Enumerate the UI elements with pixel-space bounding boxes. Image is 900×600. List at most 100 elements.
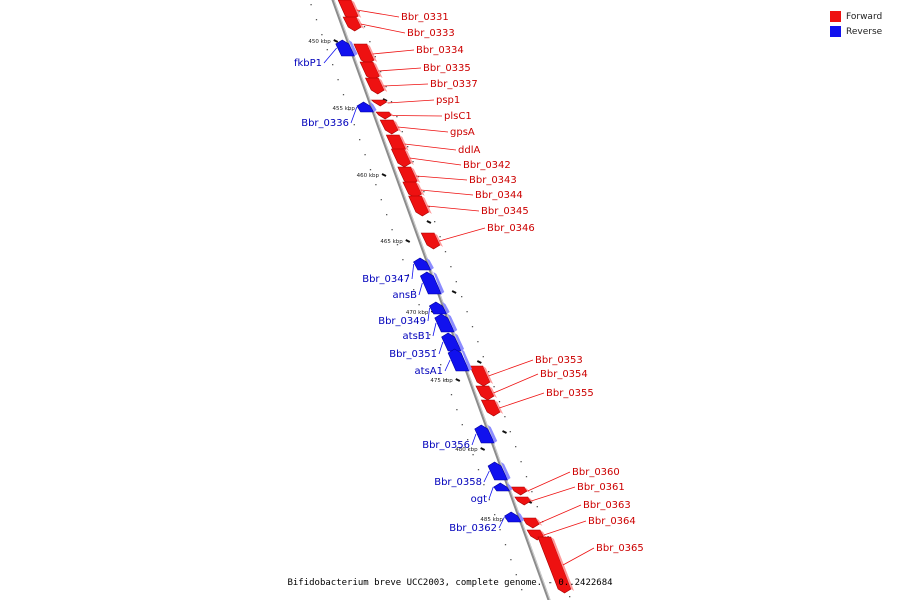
gene-arrow[interactable] xyxy=(480,399,501,417)
gene-arrow[interactable] xyxy=(356,101,375,113)
gene-label[interactable]: Bbr_0337 xyxy=(430,79,478,90)
gene-bbr_0345[interactable]: Bbr_0345 xyxy=(408,195,529,217)
gene-label[interactable]: Bbr_0360 xyxy=(572,467,620,478)
gene-bbr_0362[interactable]: Bbr_0362 xyxy=(449,511,525,534)
gene-arrow[interactable] xyxy=(379,119,399,135)
gene-arrow[interactable] xyxy=(390,148,412,168)
guide-dot xyxy=(337,79,339,81)
gene-bbr_0355[interactable]: Bbr_0355 xyxy=(480,388,594,417)
gene-bbr_0342[interactable]: Bbr_0342 xyxy=(390,148,511,171)
gene-bbr_0346[interactable]: Bbr_0346 xyxy=(420,223,535,250)
gene-bbr_0360[interactable]: Bbr_0360 xyxy=(510,467,620,496)
gene-arrow[interactable] xyxy=(359,61,380,81)
gene-label[interactable]: Bbr_0331 xyxy=(401,12,449,23)
gene-arrow[interactable] xyxy=(413,257,432,271)
gene-label[interactable]: Bbr_0358 xyxy=(434,477,482,488)
gene-label[interactable]: Bbr_0365 xyxy=(596,543,644,554)
gene-arrow[interactable] xyxy=(335,39,356,57)
gene-bbr_0364[interactable]: Bbr_0364 xyxy=(526,516,636,541)
guide-dot xyxy=(412,161,414,163)
gene-bbr_0343[interactable]: Bbr_0343 xyxy=(397,166,517,186)
gene-label[interactable]: fkbP1 xyxy=(294,58,322,69)
gene-arrow[interactable] xyxy=(408,195,430,217)
gene-bbr_0358[interactable]: Bbr_0358 xyxy=(434,461,511,488)
gene-arrow[interactable] xyxy=(504,511,522,523)
gene-bbr_0365[interactable]: Bbr_0365 xyxy=(537,536,644,594)
gene-psp1[interactable]: psp1 xyxy=(370,95,461,107)
gene-bbr_0363[interactable]: Bbr_0363 xyxy=(522,500,631,529)
gene-label[interactable]: Bbr_0362 xyxy=(449,523,497,534)
gene-gpsa[interactable]: gpsA xyxy=(379,119,475,138)
gene-label[interactable]: Bbr_0344 xyxy=(475,190,523,201)
gene-ddla[interactable]: ddlA xyxy=(385,134,480,156)
gene-arrow[interactable] xyxy=(487,461,509,481)
gene-arrow[interactable] xyxy=(434,313,455,333)
gene-label[interactable]: Bbr_0354 xyxy=(540,369,588,380)
gene-bbr_0337[interactable]: Bbr_0337 xyxy=(364,77,478,95)
guide-dot xyxy=(525,476,528,478)
gene-label[interactable]: Bbr_0343 xyxy=(469,175,517,186)
gene-label[interactable]: Bbr_0342 xyxy=(463,160,511,171)
gene-bbr_0344[interactable]: Bbr_0344 xyxy=(402,181,523,201)
gene-arrow[interactable] xyxy=(342,16,362,32)
gene-label[interactable]: gpsA xyxy=(450,127,475,138)
gene-arrow[interactable] xyxy=(469,365,491,387)
gene-label[interactable]: Bbr_0353 xyxy=(535,355,583,366)
gene-arrow[interactable] xyxy=(514,496,532,506)
gene-arrow[interactable] xyxy=(475,385,495,401)
gene-arrow[interactable] xyxy=(420,232,441,250)
gene-arrow[interactable] xyxy=(447,348,470,372)
gene-label[interactable]: Bbr_0345 xyxy=(481,206,529,217)
gene-arrow[interactable] xyxy=(493,482,511,492)
gene-bbr_0333[interactable]: Bbr_0333 xyxy=(342,16,455,39)
gene-arrow[interactable] xyxy=(474,424,495,444)
gene-label[interactable]: Bbr_0363 xyxy=(583,500,631,511)
gene-label[interactable]: Bbr_0347 xyxy=(362,274,410,285)
gene-label[interactable]: Bbr_0335 xyxy=(423,63,471,74)
gene-plsc1[interactable]: plsC1 xyxy=(375,111,472,122)
gene-arrow[interactable] xyxy=(510,486,528,496)
gene-label[interactable]: Bbr_0334 xyxy=(416,45,464,56)
gene-label[interactable]: Bbr_0361 xyxy=(577,482,625,493)
gene-label[interactable]: ansB xyxy=(392,290,417,301)
gene-label[interactable]: Bbr_0364 xyxy=(588,516,636,527)
gene-atsa1[interactable]: atsA1 xyxy=(415,348,473,377)
gene-label[interactable]: Bbr_0351 xyxy=(389,349,437,360)
gene-arrow[interactable] xyxy=(370,99,388,107)
gene-label[interactable]: ogt xyxy=(471,494,487,505)
gene-arrow[interactable] xyxy=(537,536,572,594)
gene-ogt[interactable]: ogt xyxy=(471,482,513,505)
gene-label[interactable]: Bbr_0346 xyxy=(487,223,535,234)
gene-bbr_0356[interactable]: Bbr_0356 xyxy=(422,424,498,451)
gene-label[interactable]: Bbr_0355 xyxy=(546,388,594,399)
gene-label[interactable]: Bbr_0336 xyxy=(301,118,349,129)
gene-label[interactable]: psp1 xyxy=(436,95,460,106)
gene-bbr_0351[interactable]: Bbr_0351 xyxy=(389,332,465,360)
gene-bbr_0347[interactable]: Bbr_0347 xyxy=(362,257,434,285)
gene-label[interactable]: Bbr_0356 xyxy=(422,440,470,451)
gene-bbr_0353[interactable]: Bbr_0353 xyxy=(469,355,583,387)
gene-arrow[interactable] xyxy=(522,517,540,529)
gene-arrow[interactable] xyxy=(428,301,448,315)
guide-dot xyxy=(547,536,549,538)
gene-label[interactable]: plsC1 xyxy=(444,111,472,122)
gene-arrow[interactable] xyxy=(375,111,393,120)
gene-label[interactable]: Bbr_0333 xyxy=(407,28,455,39)
gene-bbr_0349[interactable]: Bbr_0349 xyxy=(378,301,450,327)
gene-connector xyxy=(350,106,358,124)
gene-bbr_0334[interactable]: Bbr_0334 xyxy=(353,43,464,65)
gene-arrow[interactable] xyxy=(364,77,385,95)
gene-bbr_0335[interactable]: Bbr_0335 xyxy=(359,61,471,81)
gene-bbr_0354[interactable]: Bbr_0354 xyxy=(475,369,588,401)
gene-label[interactable]: atsB1 xyxy=(403,331,431,342)
gene-ansb[interactable]: ansB xyxy=(392,271,445,301)
gene-bbr_0361[interactable]: Bbr_0361 xyxy=(514,482,625,506)
gene-atsb1[interactable]: atsB1 xyxy=(403,313,458,342)
guide-dot xyxy=(504,544,507,546)
gene-bbr_0336[interactable]: Bbr_0336 xyxy=(301,101,377,129)
gene-arrow[interactable] xyxy=(420,271,442,295)
gene-label[interactable]: atsA1 xyxy=(415,366,443,377)
gene-fkbp1[interactable]: fkbP1 xyxy=(294,39,358,69)
gene-label[interactable]: ddlA xyxy=(458,145,480,156)
gene-label[interactable]: Bbr_0349 xyxy=(378,316,426,327)
